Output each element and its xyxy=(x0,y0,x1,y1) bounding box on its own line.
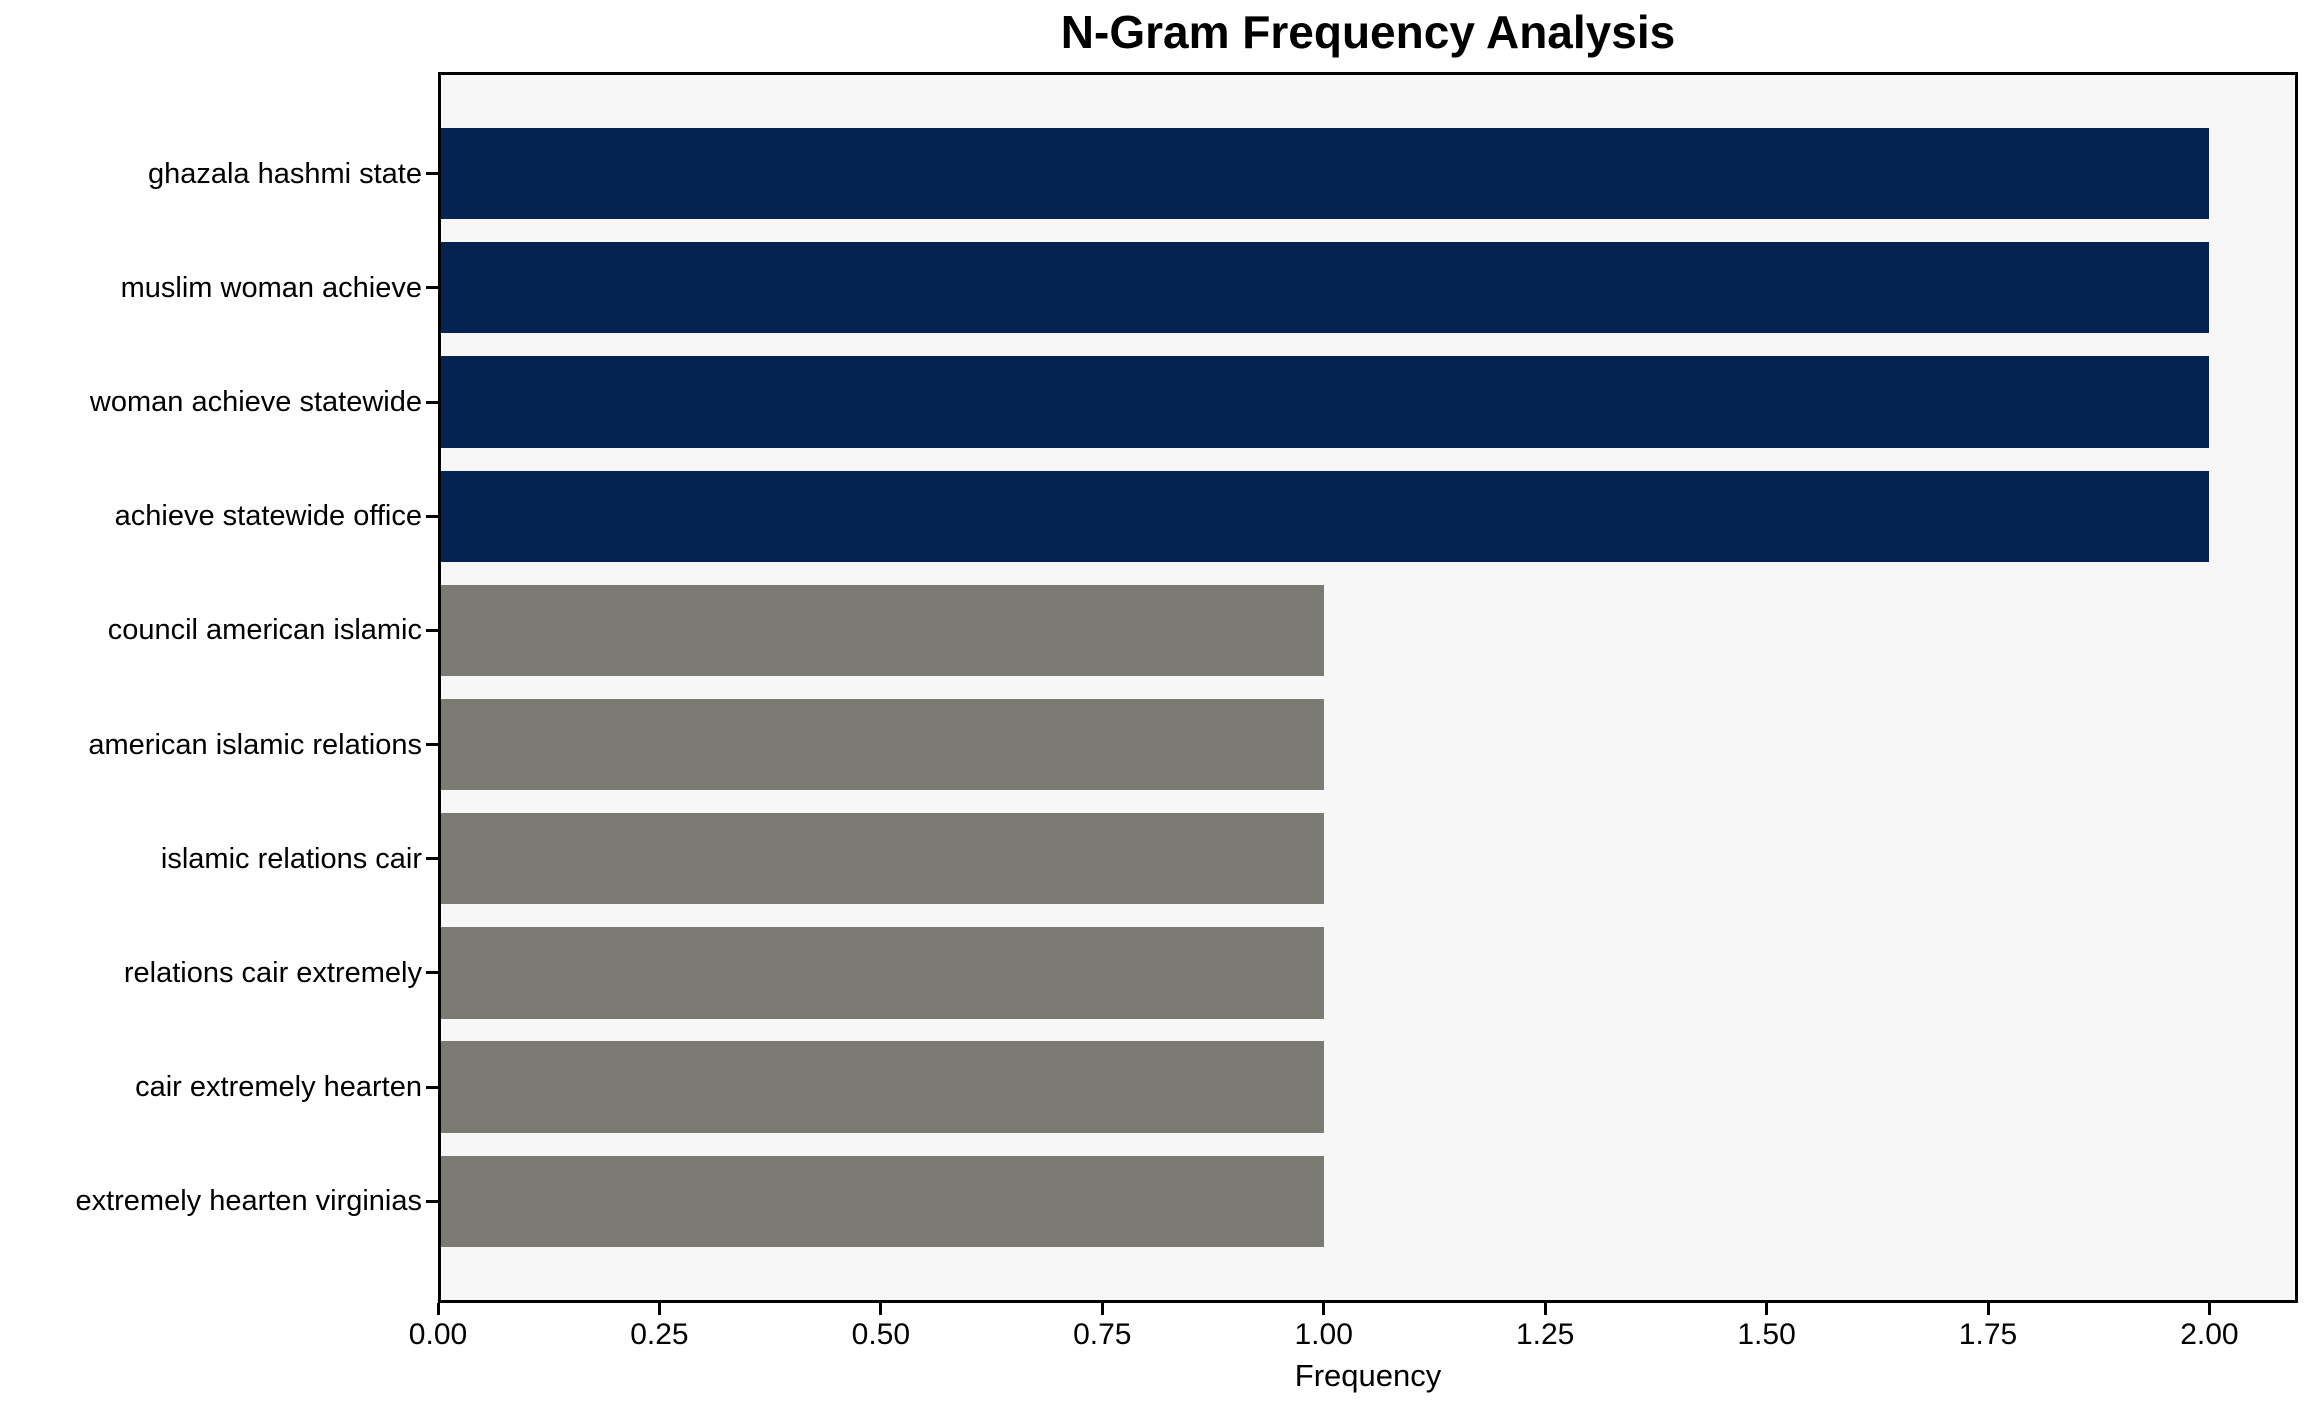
y-tick-label: islamic relations cair xyxy=(160,842,422,875)
bar xyxy=(438,127,2210,220)
bar xyxy=(438,698,1324,791)
x-tick-label: 1.00 xyxy=(1294,1318,1353,1351)
x-tick-label: 1.75 xyxy=(1958,1318,2018,1351)
bars-layer xyxy=(438,72,2298,1303)
x-axis-label: Frequency xyxy=(1294,1358,1442,1393)
bar xyxy=(438,813,1324,905)
x-tick xyxy=(1322,1303,1326,1315)
bar xyxy=(438,242,2210,334)
x-tick-label: 2.00 xyxy=(2180,1318,2239,1351)
x-tick xyxy=(436,1303,440,1315)
x-tick xyxy=(1100,1303,1104,1315)
x-tick-label: 0.00 xyxy=(408,1318,468,1351)
x-tick-label: 0.50 xyxy=(851,1318,911,1351)
x-tick xyxy=(657,1303,661,1315)
x-tick xyxy=(1543,1303,1547,1315)
y-tick xyxy=(426,628,438,632)
bar xyxy=(438,927,1324,1019)
y-tick xyxy=(426,514,438,518)
y-tick-label: woman achieve statewide xyxy=(89,386,422,419)
y-tick xyxy=(426,743,438,747)
x-tick xyxy=(2207,1303,2211,1315)
x-tick-label: 0.75 xyxy=(1073,1318,1132,1351)
x-tick xyxy=(879,1303,883,1315)
bar xyxy=(438,470,2210,562)
y-tick-label: council american islamic xyxy=(107,614,422,647)
bar xyxy=(438,584,1324,677)
x-tick xyxy=(1765,1303,1769,1315)
x-tick-label: 1.25 xyxy=(1515,1318,1575,1351)
y-tick xyxy=(426,971,438,975)
y-tick xyxy=(426,857,438,861)
y-tick-label: cair extremely hearten xyxy=(135,1071,422,1104)
y-tick xyxy=(426,172,438,176)
y-tick xyxy=(426,1199,438,1203)
bar xyxy=(438,356,2210,448)
y-tick-label: extremely hearten virginias xyxy=(75,1185,422,1218)
bar xyxy=(438,1041,1324,1133)
bar xyxy=(438,1155,1324,1248)
x-tick-label: 0.25 xyxy=(630,1318,689,1351)
chart-title: N-Gram Frequency Analysis xyxy=(1060,6,1676,58)
y-tick xyxy=(426,286,438,290)
y-tick-label: relations cair extremely xyxy=(123,956,422,989)
y-tick xyxy=(426,1085,438,1089)
y-tick-label: achieve statewide office xyxy=(114,500,422,533)
y-tick xyxy=(426,400,438,404)
x-tick-label: 1.50 xyxy=(1737,1318,1796,1351)
x-tick xyxy=(1986,1303,1990,1315)
y-tick-label: american islamic relations xyxy=(88,728,422,761)
y-tick-label: ghazala hashmi state xyxy=(147,157,422,190)
y-tick-label: muslim woman achieve xyxy=(120,271,422,304)
